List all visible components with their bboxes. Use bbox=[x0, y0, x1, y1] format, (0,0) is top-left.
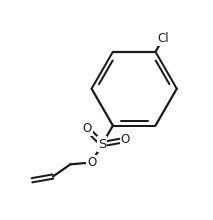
Text: S: S bbox=[98, 138, 106, 150]
Text: O: O bbox=[83, 123, 92, 136]
Text: O: O bbox=[87, 156, 96, 169]
Text: Cl: Cl bbox=[157, 32, 169, 45]
Text: O: O bbox=[121, 134, 130, 147]
